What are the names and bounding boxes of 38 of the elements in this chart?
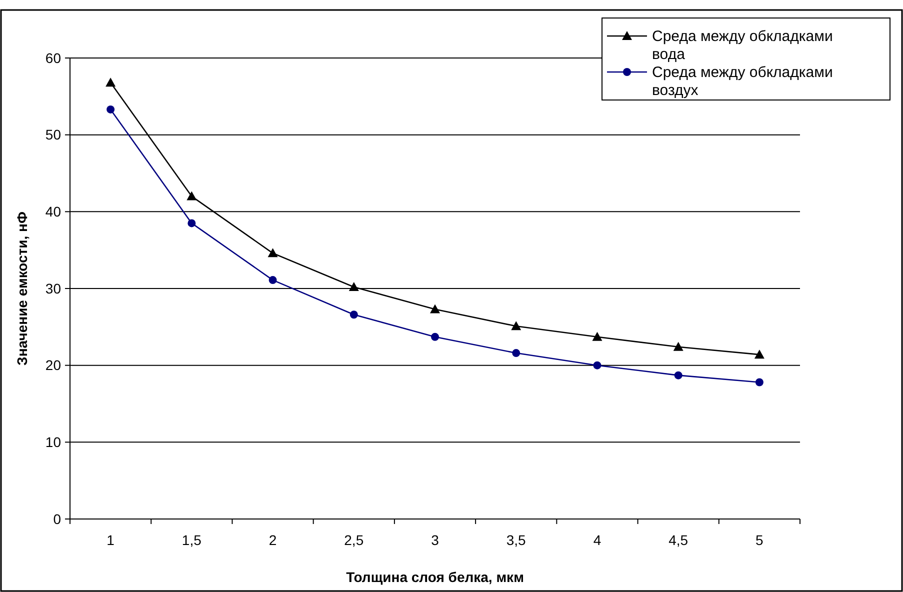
x-axis-title: Толщина слоя белка, мкм <box>346 569 524 585</box>
point <box>512 349 520 358</box>
x-tick-label: 1 <box>106 532 115 548</box>
y-tick-label: 30 <box>45 280 62 296</box>
y-tick-label: 20 <box>45 357 62 374</box>
point <box>674 371 682 380</box>
x-tick-label: 1,5 <box>182 532 202 548</box>
point <box>106 105 115 114</box>
x-tick-label: 2,5 <box>344 532 364 548</box>
y-tick-label: 60 <box>45 50 62 66</box>
y-tick-label: 50 <box>45 126 62 143</box>
y-tick-label: 40 <box>45 204 62 220</box>
point <box>673 342 684 351</box>
point <box>754 350 764 359</box>
point <box>511 321 522 330</box>
y-tick-label: 0 <box>53 510 62 527</box>
point <box>268 248 278 258</box>
point <box>431 332 439 341</box>
point <box>106 78 116 87</box>
x-tick-label: 3 <box>431 532 440 548</box>
x-tick-label: 5 <box>756 532 764 548</box>
x-tick-label: 4 <box>593 532 602 548</box>
point <box>592 332 602 341</box>
point <box>188 219 196 228</box>
point <box>268 276 277 284</box>
x-tick-label: 4,5 <box>668 532 688 548</box>
point <box>350 310 358 319</box>
point <box>348 282 359 291</box>
legend-label: Среда между обкладками воздух <box>652 64 833 99</box>
point <box>593 361 602 370</box>
point <box>430 304 440 314</box>
legend-label: Среда между обкладками вода <box>652 28 833 63</box>
point <box>186 191 197 200</box>
x-tick-label: 3,5 <box>506 532 526 548</box>
y-axis-title: Значение емкости, нФ <box>14 212 30 366</box>
x-tick-label: 2 <box>268 532 277 548</box>
point <box>755 378 764 386</box>
y-tick-label: 10 <box>45 434 62 450</box>
